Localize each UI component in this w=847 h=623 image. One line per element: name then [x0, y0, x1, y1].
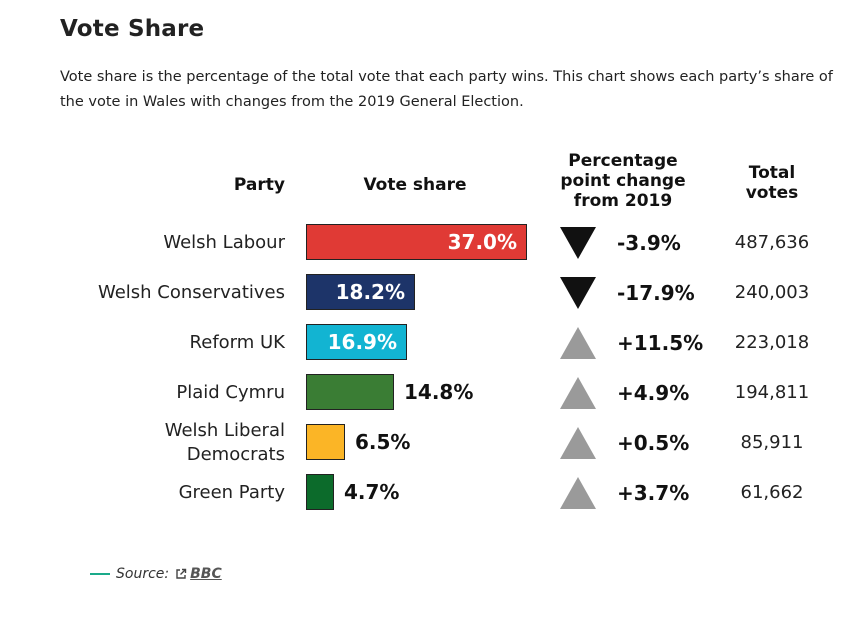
- triangle-up-icon: [560, 377, 596, 409]
- source-link-bbc[interactable]: BBC: [190, 566, 222, 582]
- total-votes-label: 487,636: [734, 232, 810, 253]
- vote-share-label: 4.7%: [344, 480, 400, 504]
- vote-share-label: 14.8%: [404, 380, 474, 404]
- change-increase-mark: [560, 377, 596, 409]
- vote-share-label: 18.2%: [335, 280, 405, 304]
- party-label-line: Welsh Liberal: [164, 420, 285, 441]
- point-change-label: +3.7%: [617, 481, 690, 505]
- party-label-line: Democrats: [186, 444, 285, 465]
- party-label: Plaid Cymru: [176, 382, 285, 403]
- total-votes-label: 61,662: [740, 482, 804, 503]
- source-credit: Source: BBC: [90, 566, 222, 582]
- chart-description: Vote share is the percentage of the tota…: [60, 69, 833, 110]
- total-votes-label: 240,003: [734, 282, 810, 303]
- point-change-label: -3.9%: [617, 231, 681, 255]
- table-row: Welsh Liberal Democrats 6.5% +0.5% 85,911: [0, 418, 847, 468]
- vote-share-bar: [306, 424, 345, 460]
- source-label: Source:: [116, 566, 170, 582]
- triangle-down-icon: [560, 277, 596, 309]
- triangle-down-icon: [560, 227, 596, 259]
- total-votes-label: 194,811: [734, 382, 810, 403]
- total-votes-label: 223,018: [734, 332, 810, 353]
- total-votes-label: 85,911: [740, 432, 804, 453]
- change-increase-mark: [560, 327, 596, 359]
- table-row: Welsh Conservatives 18.2% -17.9% 240,003: [0, 268, 847, 318]
- party-label: Welsh Liberal Democrats: [45, 418, 285, 468]
- party-label: Green Party: [178, 482, 285, 503]
- vote-share-label: 37.0%: [447, 230, 517, 254]
- vote-share-bar: [306, 224, 527, 260]
- party-label: Reform UK: [189, 332, 285, 353]
- triangle-up-icon: [560, 477, 596, 509]
- page-title: Vote Share: [60, 16, 205, 42]
- table-row: Reform UK 16.9% +11.5% 223,018: [0, 318, 847, 368]
- change-decrease-mark: [560, 227, 596, 259]
- vote-share-bar: [306, 324, 407, 360]
- change-decrease-mark: [560, 277, 596, 309]
- point-change-label: +0.5%: [617, 431, 690, 455]
- header-vote-share: Vote share: [363, 175, 467, 195]
- point-change-label: -17.9%: [617, 281, 695, 305]
- change-increase-mark: [560, 477, 596, 509]
- triangle-up-icon: [560, 427, 596, 459]
- table-row: Welsh Labour 37.0% -3.9% 487,636: [0, 218, 847, 268]
- point-change-label: +4.9%: [617, 381, 690, 405]
- vote-share-bar: [306, 274, 415, 310]
- change-increase-mark: [560, 427, 596, 459]
- vote-share-bar: [306, 374, 394, 410]
- vote-share-bar: [306, 474, 334, 510]
- source-accent-line: [90, 573, 110, 575]
- party-label-lines: Welsh Liberal Democrats: [165, 419, 285, 467]
- vote-share-label: 16.9%: [327, 330, 397, 354]
- point-change-label: +11.5%: [617, 331, 704, 355]
- table-row: Green Party 4.7% +3.7% 61,662: [0, 468, 847, 518]
- header-party: Party: [233, 175, 285, 195]
- header-point-change: Percentage point change from 2019: [560, 151, 686, 211]
- vote-share-label: 6.5%: [355, 430, 411, 454]
- party-label: Welsh Labour: [163, 232, 285, 253]
- table-row: Plaid Cymru 14.8% +4.9% 194,811: [0, 368, 847, 418]
- external-link-icon: [176, 568, 187, 579]
- triangle-up-icon: [560, 327, 596, 359]
- party-label: Welsh Conservatives: [97, 282, 285, 303]
- header-total-votes: Total votes: [745, 163, 799, 203]
